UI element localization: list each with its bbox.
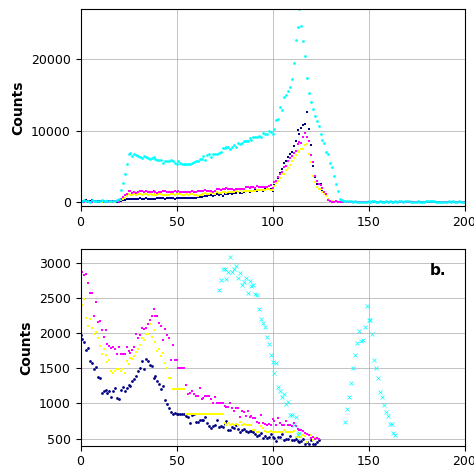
Y-axis label: Counts: Counts [11, 81, 26, 135]
Y-axis label: Counts: Counts [19, 320, 34, 374]
Text: b.: b. [430, 263, 447, 278]
